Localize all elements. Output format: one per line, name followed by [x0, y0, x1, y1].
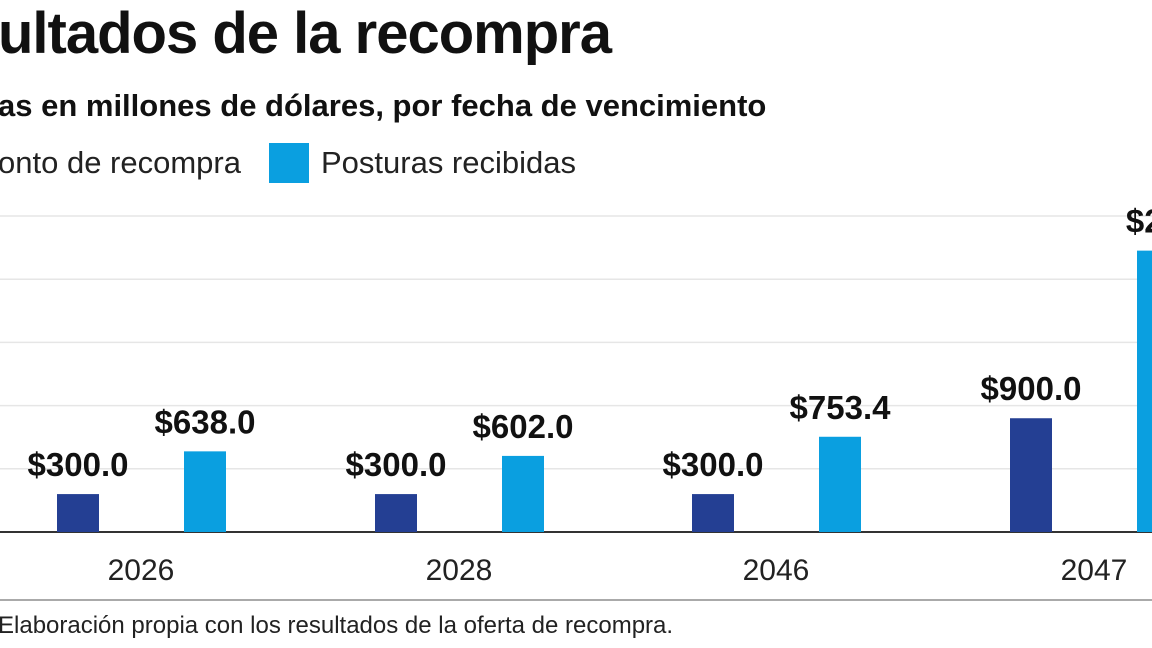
- bar-2046-1: [819, 436, 861, 532]
- legend-label-posturas: Posturas recibidas: [320, 145, 576, 180]
- bar-2028-1: [502, 455, 544, 532]
- chart-title: ultados de la recompra: [0, 1, 612, 66]
- bar-2026-0: [57, 494, 99, 532]
- data-label: $753.4: [790, 389, 892, 426]
- source-note: Elaboración propia con los resultados de…: [0, 612, 674, 639]
- legend: onto de recompra Posturas recibidas: [0, 143, 576, 183]
- data-label: $638.0: [155, 403, 256, 440]
- data-label: $2,2: [1126, 203, 1152, 240]
- bar-2028-0: [375, 494, 417, 532]
- legend-swatch-posturas: [268, 143, 309, 183]
- x-tick-label: 2046: [743, 554, 810, 587]
- data-label: $300.0: [28, 446, 129, 483]
- data-label: $300.0: [663, 446, 764, 483]
- bar-2047-1: [1137, 250, 1152, 532]
- bar-2047-0: [1010, 418, 1052, 532]
- chart-subtitle: as en millones de dólares, por fecha de …: [0, 88, 767, 123]
- data-label: $900.0: [981, 370, 1082, 407]
- x-tick-label: 2028: [426, 554, 493, 587]
- bar-2046-0: [692, 494, 734, 532]
- legend-label-recompra: onto de recompra: [0, 145, 241, 180]
- data-label: $300.0: [346, 446, 447, 483]
- data-label: $602.0: [473, 408, 574, 445]
- bar-2026-1: [184, 451, 226, 532]
- x-tick-label: 2047: [1061, 554, 1128, 587]
- x-tick-label: 2026: [108, 554, 175, 587]
